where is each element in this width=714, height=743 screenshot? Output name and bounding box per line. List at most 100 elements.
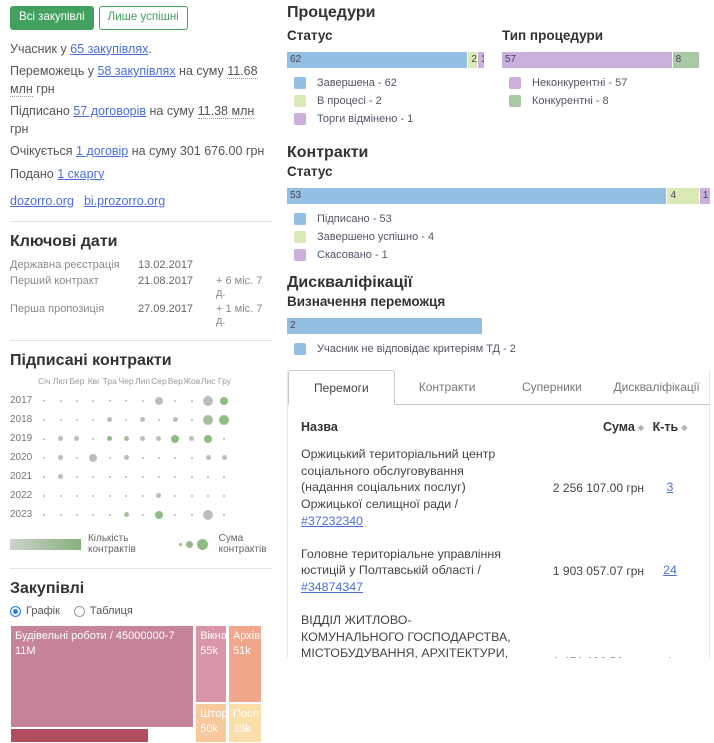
tab-перемоги[interactable]: Перемоги xyxy=(288,370,395,405)
summary-link[interactable]: 65 закупівлях xyxy=(70,41,149,56)
treemap-tile[interactable]: Будівельні роботи / 45000000-7 11M xyxy=(10,625,194,728)
punchcard-legend: Кількість контрактів Сума контрактів xyxy=(10,533,272,555)
row-count-link[interactable]: 1 xyxy=(667,655,674,658)
results-table-header: Назва Сума ◆ К-ть ◆ xyxy=(301,409,696,438)
legend-swatch xyxy=(294,213,306,225)
contract-bubble xyxy=(59,494,62,497)
treemap-tile[interactable] xyxy=(10,728,149,743)
legend-label: Неконкурентні - 57 xyxy=(532,77,628,89)
summary-text: грн xyxy=(32,81,55,96)
legend-item: Учасник не відповідає критеріям ТД - 2 xyxy=(287,343,710,355)
contract-bubble xyxy=(203,395,214,406)
contract-bubble xyxy=(75,399,78,402)
external-site-link[interactable]: bi.prozorro.org xyxy=(83,194,166,208)
contract-bubble xyxy=(174,399,177,402)
contract-bubble xyxy=(92,475,95,478)
tab-суперники[interactable]: Суперники xyxy=(499,370,605,404)
punchcard-cell xyxy=(52,467,68,486)
contract-bubble xyxy=(223,513,226,516)
row-count-link[interactable]: 3 xyxy=(666,480,674,495)
summary-link[interactable]: 57 договорів xyxy=(73,104,147,118)
disqualifications-bar-chart: 2 xyxy=(287,318,482,334)
results-tabs: Перемоги Контракти Суперники Дискваліфікаці… xyxy=(288,370,709,405)
summary-link[interactable]: 1 скаргу xyxy=(57,166,105,181)
procedures-type-block: Тип процедури 57 8 Неконкурентні - 57 Конк… xyxy=(502,26,699,131)
tab-дискваліфікації[interactable]: Дискваліфікації xyxy=(604,370,709,404)
external-site-link[interactable]: dozorro.org xyxy=(10,194,74,208)
month-label: Вер xyxy=(167,376,183,386)
contract-bubble xyxy=(190,513,193,516)
row-name-text: Оржицький територіальний центр соціально… xyxy=(301,447,496,512)
punchcard-cell xyxy=(52,448,68,467)
contract-bubble xyxy=(58,455,64,460)
view-radio-label[interactable]: Таблиця xyxy=(89,605,133,617)
procedures-title: Процедури xyxy=(287,4,376,21)
column-header-count: К-ть ◆ xyxy=(652,420,688,434)
right-panel: Процедури Статус 62 2 1 Завершена - 62 В пр… xyxy=(287,4,710,658)
treemap-tile-value: 33k xyxy=(232,723,251,736)
summary-text: на суму 301 676.00 грн xyxy=(128,144,265,158)
punchcard-cell xyxy=(102,486,118,505)
key-date-value: 13.02.2017 xyxy=(138,259,194,271)
treemap-tile[interactable]: Штори, 50k xyxy=(195,703,227,743)
filter-successful-only-button[interactable]: Лише успішні xyxy=(98,6,188,30)
contract-bubble xyxy=(157,418,160,421)
year-label: 2018 xyxy=(10,414,33,425)
summary-link[interactable]: 58 закупівлях xyxy=(97,64,176,78)
summary-text: Очікується xyxy=(10,144,76,158)
purchases-view-switch: Графік Таблиця xyxy=(10,605,272,617)
punchcard-cell xyxy=(118,467,134,486)
contract-bubble xyxy=(157,475,160,478)
row-sum: 2 256 107.00 грн xyxy=(522,480,644,496)
punchcard-cell xyxy=(151,391,167,410)
punchcard-cell xyxy=(184,467,200,486)
contract-bubble xyxy=(43,456,46,459)
contract-bubble xyxy=(140,417,146,422)
summary-link[interactable]: 1 договір xyxy=(75,144,129,158)
contract-bubble xyxy=(58,474,64,479)
month-label: Січ xyxy=(37,376,51,386)
sort-sum-icon[interactable]: ◆ xyxy=(637,423,644,432)
treemap-tile-label: Вікна, xyxy=(200,630,227,642)
row-count-link[interactable]: 24 xyxy=(663,563,677,578)
row-sum-value: 2 256 107.00 грн xyxy=(552,480,644,495)
tab-контракти[interactable]: Контракти xyxy=(394,370,500,404)
punchcard-cell xyxy=(69,505,85,524)
sort-count-icon[interactable]: ◆ xyxy=(681,423,688,432)
punchcard-cell xyxy=(200,410,216,429)
treemap-tile-label: Посл xyxy=(232,708,259,721)
legend-swatch xyxy=(509,77,521,89)
row-entity-link[interactable]: #37232340 xyxy=(301,513,364,528)
disqualifications-title: Дискваліфікації xyxy=(287,274,413,291)
punchcard-cell xyxy=(69,486,85,505)
contract-bubble xyxy=(154,396,163,405)
contract-bubble xyxy=(223,437,226,440)
signed-contracts-title: Підписані контракти xyxy=(10,352,172,369)
contract-bubble xyxy=(190,418,193,421)
treemap-tile[interactable]: Посл 33k xyxy=(227,703,262,743)
punchcard-cell xyxy=(118,391,134,410)
contract-bubble xyxy=(108,475,111,478)
view-radio-label[interactable]: Графік xyxy=(26,605,60,617)
left-panel: Всі закупівлі Лише успішні Учасник у 65 … xyxy=(10,6,272,743)
contract-bubble xyxy=(43,399,46,402)
contract-bubble xyxy=(219,414,230,425)
contract-bubble xyxy=(156,493,162,498)
summary-line: Подано 1 скаргу xyxy=(10,166,272,184)
view-radio-table[interactable] xyxy=(73,605,85,617)
contract-bubble xyxy=(154,510,163,519)
view-radio-chart[interactable] xyxy=(10,605,21,617)
contract-bubble xyxy=(89,453,98,462)
punchcard-cell xyxy=(118,410,134,429)
row-entity-link[interactable]: #34874347 xyxy=(301,580,364,595)
punchcard-cell xyxy=(151,467,167,486)
treemap-tile[interactable]: Архівн 51k xyxy=(227,625,262,703)
punchcard-cell xyxy=(216,391,232,410)
filter-all-purchases-button[interactable]: Всі закупівлі xyxy=(10,6,94,30)
legend-dot xyxy=(178,542,182,546)
treemap-tile[interactable]: Вікна, 55k xyxy=(195,625,227,703)
punchcard-cell xyxy=(36,410,52,429)
legend-item: Завершена - 62 xyxy=(287,77,484,89)
legend-label: Завершено успішно - 4 xyxy=(317,231,435,243)
key-date-delta: + 1 міс. 7 д. xyxy=(216,303,263,327)
